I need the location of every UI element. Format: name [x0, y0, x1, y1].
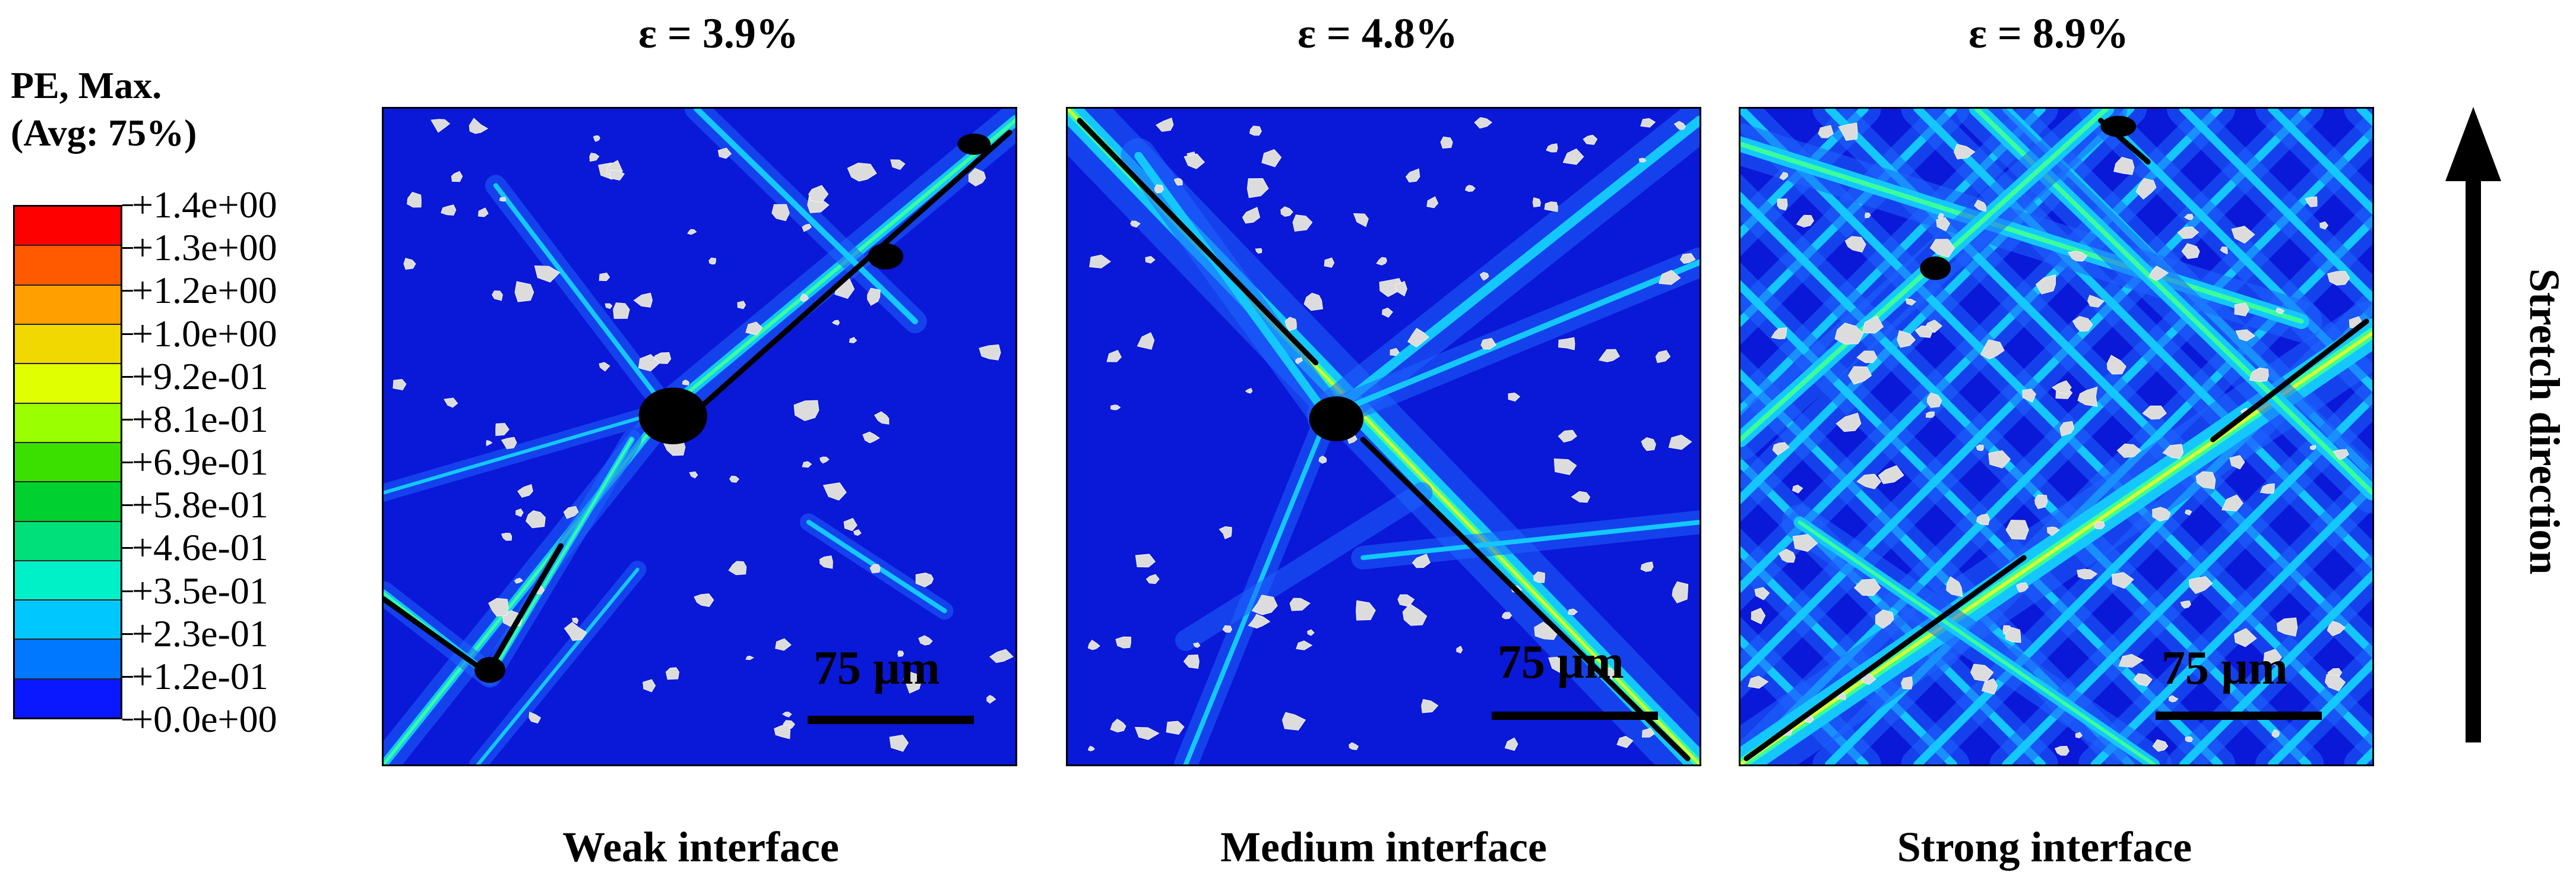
legend-swatch: [15, 640, 121, 680]
caption-medium-interface: Medium interface: [1220, 823, 1547, 871]
legend-color-bar: [13, 205, 122, 719]
legend-tick: [122, 204, 133, 206]
strain-label-strong: ε = 8.9%: [1969, 10, 2129, 57]
caption-weak-interface: Weak interface: [562, 823, 839, 871]
contour-plot-medium: [1068, 109, 1700, 764]
legend-value-label: +0.0e+00: [132, 698, 277, 740]
legend-value-label: +8.1e-01: [132, 397, 268, 440]
scale-bar-weak: [808, 716, 974, 724]
scale-bar-label-weak: 75 µm: [814, 642, 940, 694]
scale-bar-strong: [2156, 712, 2322, 720]
legend-tick: [122, 547, 133, 549]
legend-tick: [122, 333, 133, 335]
legend-value-label: +5.8e-01: [132, 483, 268, 526]
legend-subtitle: (Avg: 75%): [11, 112, 197, 154]
legend-swatch: [15, 364, 121, 404]
contour-panel-medium: [1066, 107, 1701, 766]
scale-bar-label-medium: 75 µm: [1498, 636, 1624, 688]
legend-value-label: +4.6e-01: [132, 526, 268, 569]
legend-tick: [122, 418, 133, 421]
legend-swatch: [15, 561, 121, 601]
legend-tick: [122, 590, 133, 592]
legend-value-label: +1.3e+00: [132, 226, 277, 269]
arrow-up-icon: [2445, 107, 2501, 181]
legend-swatch: [15, 246, 121, 286]
strain-label-weak: ε = 3.9%: [638, 10, 799, 57]
legend-value-label: +9.2e-01: [132, 355, 268, 397]
strain-label-medium: ε = 4.8%: [1298, 10, 1458, 57]
legend-value-label: +1.2e+00: [132, 269, 277, 312]
contour-panel-strong: [1739, 107, 2374, 766]
legend-swatch: [15, 679, 121, 718]
legend-swatch: [15, 443, 121, 483]
legend-value-label: +1.0e+00: [132, 312, 277, 355]
legend-swatch: [15, 403, 121, 443]
legend-tick: [122, 675, 133, 678]
legend-value-label: +1.4e+00: [132, 184, 277, 226]
legend-tick: [122, 247, 133, 249]
legend-tick: [122, 719, 133, 720]
legend-tick: [122, 462, 133, 463]
legend-swatch: [15, 285, 121, 325]
legend-tick: [122, 633, 133, 635]
legend-title: PE, Max.: [11, 64, 162, 106]
scale-bar-medium: [1492, 712, 1658, 720]
stretch-direction-label: Stretch direction: [2521, 268, 2568, 575]
legend-value-label: +6.9e-01: [132, 441, 268, 483]
legend-value-label: +3.5e-01: [132, 569, 268, 612]
legend-swatch: [15, 522, 121, 561]
legend-tick: [122, 504, 133, 507]
legend-value-label: +2.3e-01: [132, 612, 268, 655]
scale-bar-label-strong: 75 µm: [2162, 642, 2288, 694]
caption-strong-interface: Strong interface: [1897, 823, 2192, 871]
legend-tick: [122, 290, 133, 292]
contour-plot-weak: [384, 109, 1015, 764]
legend-tick: [122, 375, 133, 378]
legend-swatch: [15, 324, 121, 365]
legend-value-label: +1.2e-01: [132, 655, 268, 697]
legend-swatch: [15, 601, 121, 640]
contour-plot-strong: [1740, 109, 2372, 764]
legend-swatch: [15, 207, 121, 247]
stretch-arrow-shaft: [2466, 178, 2481, 742]
legend-swatch: [15, 482, 121, 522]
contour-panel-weak: [382, 107, 1017, 766]
